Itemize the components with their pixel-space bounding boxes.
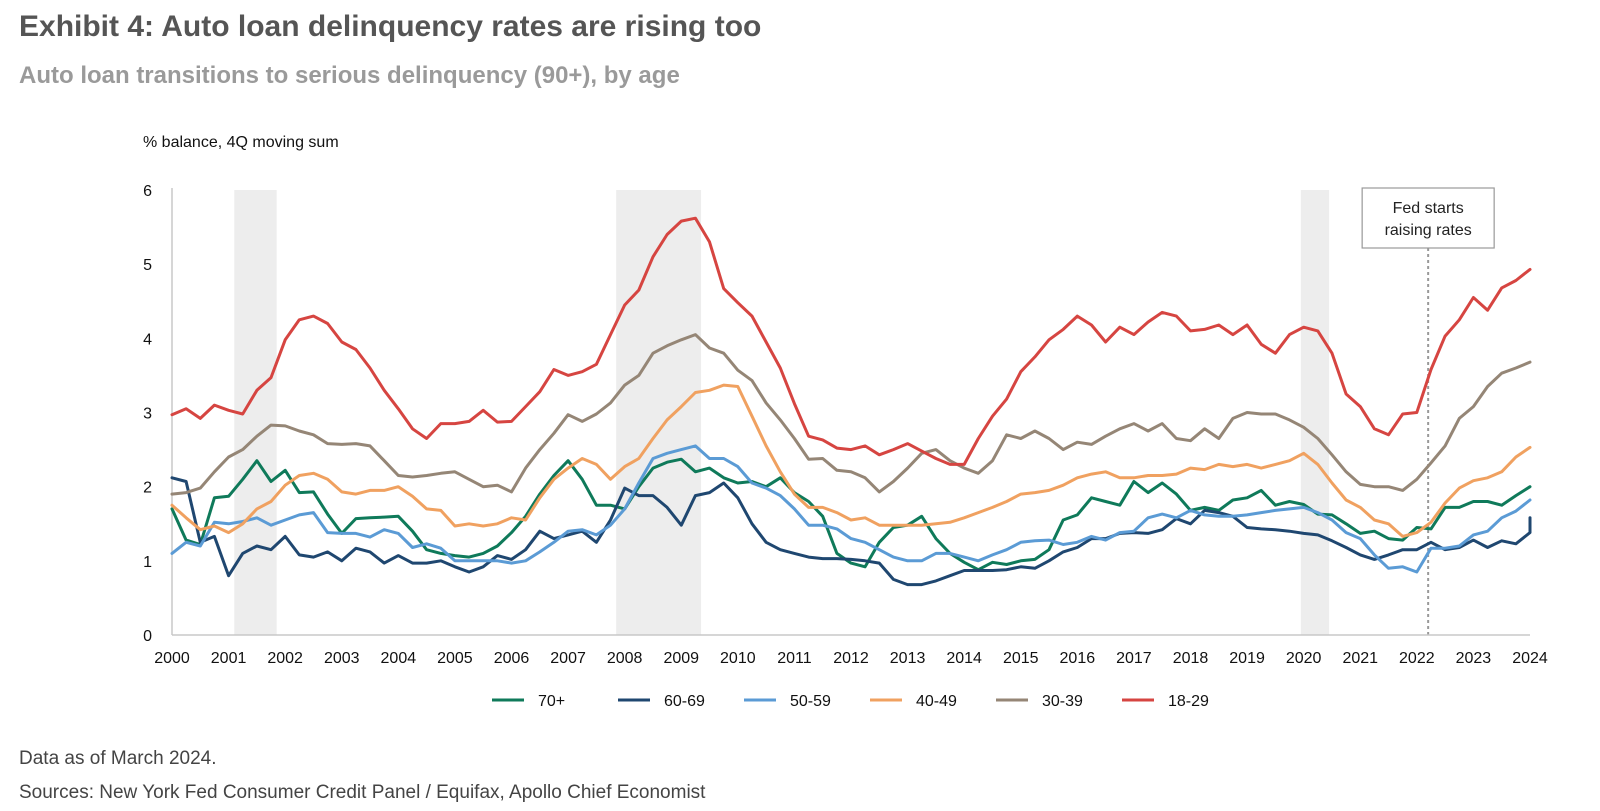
x-tick-label: 2001 [211, 650, 247, 667]
x-tick-label: 2003 [324, 650, 360, 667]
series-line-18-29 [170, 216, 1532, 466]
x-tick-label: 2006 [494, 650, 530, 667]
recession-band-2 [1300, 190, 1330, 635]
series-lines [170, 216, 1532, 587]
legend-label-30-39: 30-39 [1042, 693, 1083, 710]
annotation-box [1361, 187, 1495, 249]
x-tick-label: 2021 [1342, 650, 1378, 667]
legend-label-18-29: 18-29 [1168, 693, 1209, 710]
sources-note: Sources: New York Fed Consumer Credit Pa… [19, 782, 706, 803]
x-tick-label: 2015 [1003, 650, 1039, 667]
x-tick-label: 2013 [890, 650, 926, 667]
series-line-60-69 [170, 476, 1532, 587]
legend: 70+ 60-69 50-59 40-49 30-39 18-29 [492, 693, 1209, 710]
x-tick-label: 2008 [607, 650, 643, 667]
y-tick-label: 6 [143, 183, 152, 200]
x-tick-label: 2022 [1399, 650, 1435, 667]
series-line-40-49 [170, 383, 1532, 538]
axes: 0 1 2 3 4 5 6 2000 2001 2002 2003 2004 2005 2006 2007 2… [143, 183, 1548, 667]
x-tick-label: 2020 [1286, 650, 1322, 667]
annotation-text-1: Fed starts [1393, 200, 1464, 217]
recession-band-1 [616, 190, 702, 635]
x-tick-label: 2023 [1456, 650, 1492, 667]
chart-subtitle: Auto loan transitions to serious delinqu… [19, 62, 680, 89]
x-tick-label: 2005 [437, 650, 473, 667]
x-tick-label: 2019 [1229, 650, 1265, 667]
series-line-30-39 [170, 333, 1532, 496]
x-tick-label: 2024 [1512, 650, 1548, 667]
series-line-70+ [170, 457, 1532, 572]
legend-label-70+: 70+ [538, 693, 565, 710]
y-tick-label: 1 [143, 554, 152, 571]
x-tick-label: 2009 [663, 650, 699, 667]
legend-label-50-59: 50-59 [790, 693, 831, 710]
x-tick-label: 2007 [550, 650, 586, 667]
line-chart: Fed starts raising rates 0 1 2 3 4 5 6 2000 2001 2… [143, 183, 1548, 710]
chart-title: Exhibit 4: Auto loan delinquency rates a… [19, 10, 762, 43]
y-tick-label: 3 [143, 406, 152, 423]
x-tick-label: 2016 [1060, 650, 1096, 667]
y-tick-label: 2 [143, 480, 152, 497]
x-tick-label: 2014 [946, 650, 982, 667]
legend-label-40-49: 40-49 [916, 693, 957, 710]
x-tick-label: 2002 [267, 650, 303, 667]
annotation-text-2: raising rates [1385, 222, 1472, 239]
y-axis-label: % balance, 4Q moving sum [143, 134, 339, 151]
x-tick-label: 2012 [833, 650, 869, 667]
x-tick-label: 2000 [154, 650, 190, 667]
fed-annotation: Fed starts raising rates [1361, 187, 1495, 635]
x-tick-label: 2011 [777, 650, 812, 667]
recession-shading [234, 190, 1330, 635]
x-tick-label: 2004 [381, 650, 417, 667]
x-tick-label: 2018 [1173, 650, 1209, 667]
data-note: Data as of March 2024. [19, 748, 217, 769]
legend-label-60-69: 60-69 [664, 693, 705, 710]
x-tick-label: 2010 [720, 650, 756, 667]
y-tick-label: 4 [143, 331, 152, 348]
y-tick-label: 0 [143, 628, 152, 645]
series-line-50-59 [170, 444, 1532, 574]
x-tick-label: 2017 [1116, 650, 1152, 667]
y-tick-label: 5 [143, 257, 152, 274]
